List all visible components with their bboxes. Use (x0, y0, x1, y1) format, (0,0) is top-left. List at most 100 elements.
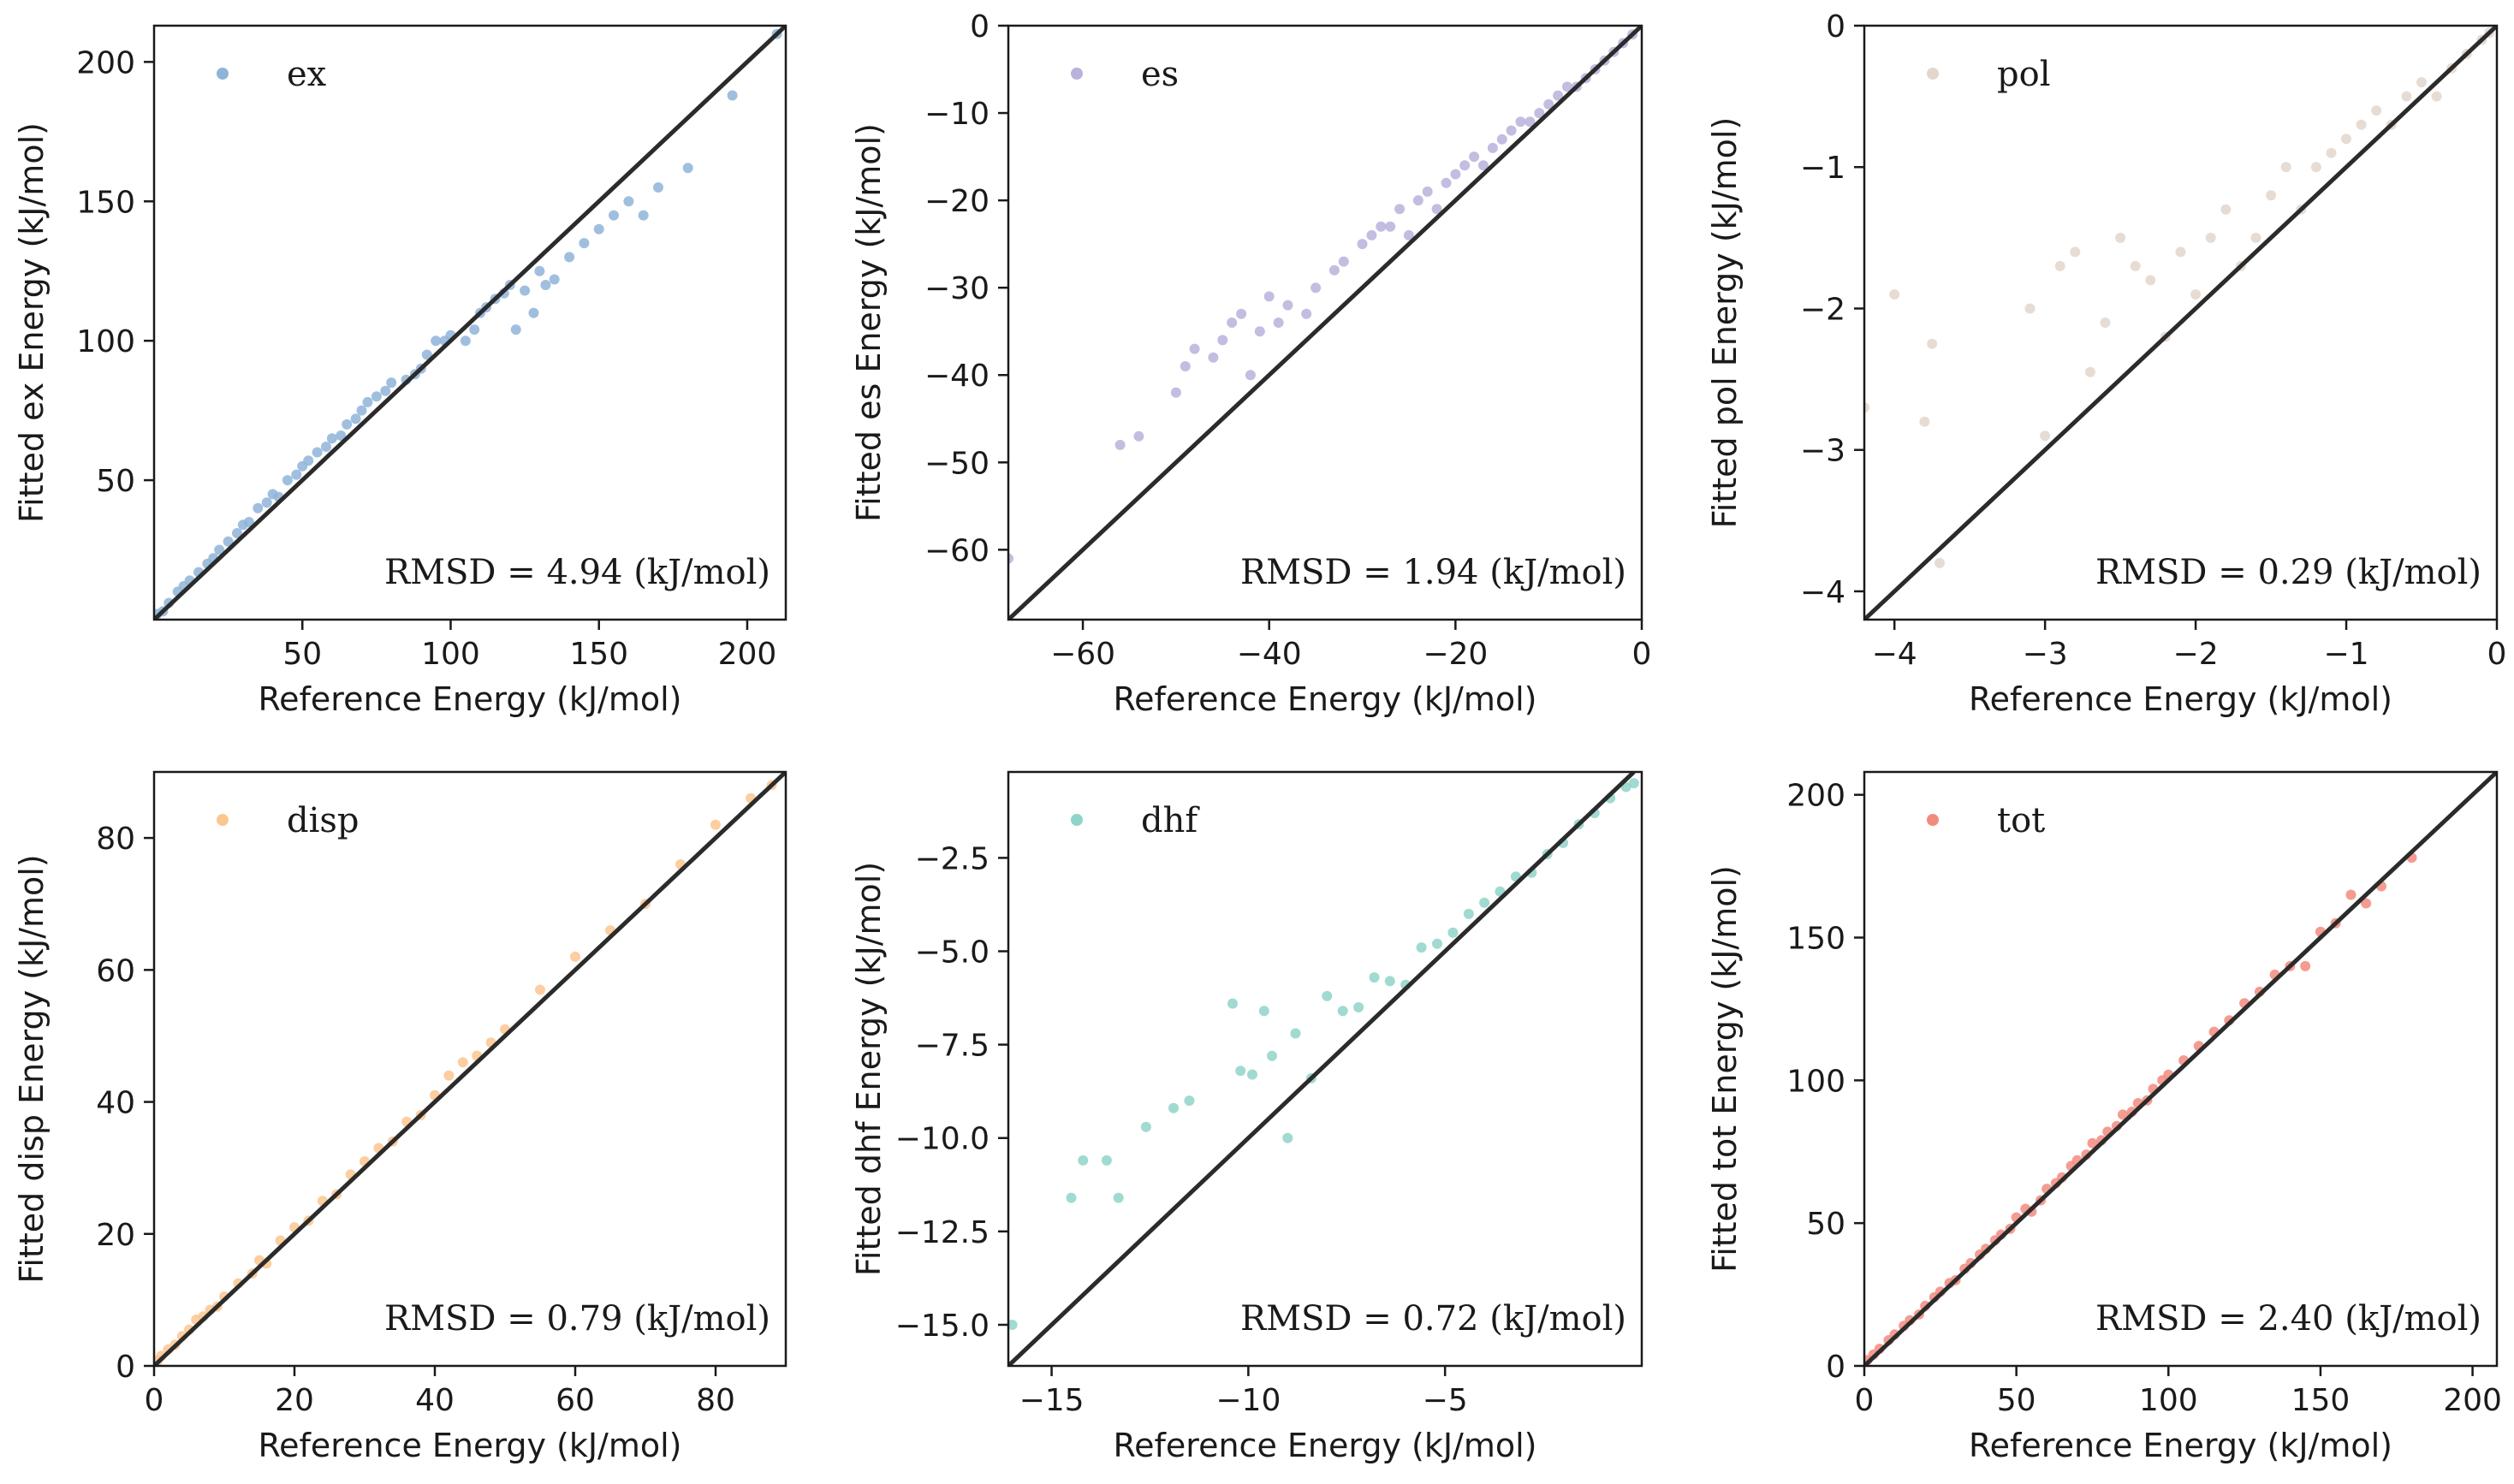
y-tick-label: 150 (1786, 922, 1845, 957)
legend-label: disp (287, 801, 360, 840)
rmsd-annotation: RMSD = 0.72 (kJ/mol) (1240, 1299, 1626, 1339)
data-point (1310, 282, 1322, 294)
data-point (535, 984, 545, 995)
panel-tot: 0 50 100 150 200 0 50 100 150 200 Reference Energy… (1706, 770, 2502, 1464)
data-point (460, 335, 471, 347)
panel-dhf: −15 −10 −5 −15.0 −12.5 −10.0 −7.5 −5.0 −2.5 Refer… (850, 770, 1643, 1464)
data-point (653, 182, 663, 193)
x-tick-label: 0 (1632, 637, 1652, 672)
data-point (2300, 960, 2311, 971)
data-point (380, 385, 391, 396)
x-tick-label: −2 (2173, 637, 2219, 672)
data-point (1170, 387, 1181, 398)
data-point (1927, 338, 1938, 349)
x-tick-label: 150 (2291, 1383, 2351, 1418)
y-tick-label: 0 (970, 9, 990, 45)
data-point (1394, 204, 1406, 215)
data-point (682, 163, 693, 174)
x-tick-label: −60 (1050, 637, 1115, 672)
panel-ex: 50 100 150 200 50 100 150 200 Reference Energy (… (13, 24, 787, 718)
data-point (2175, 246, 2186, 258)
data-point (2345, 889, 2357, 900)
identity-line (1008, 26, 1642, 620)
data-point (520, 285, 531, 296)
y-tick-label: −5.0 (915, 935, 990, 971)
points-dhf (1008, 778, 1639, 1330)
y-tick-label: −1 (1800, 151, 1845, 186)
legend-label: ex (287, 55, 327, 94)
data-point (457, 1057, 468, 1068)
data-point (2401, 91, 2412, 102)
axes-frame (1007, 24, 1643, 621)
data-point (1263, 291, 1275, 302)
y-tick-label: 100 (1786, 1064, 1845, 1099)
data-point (1919, 416, 1930, 427)
data-point (431, 335, 442, 347)
x-axis-label: Reference Energy (kJ/mol) (258, 1427, 681, 1464)
data-point (2115, 232, 2126, 243)
rmsd-annotation: RMSD = 4.94 (kJ/mol) (384, 553, 770, 592)
data-point (1628, 778, 1639, 789)
data-point (1140, 1121, 1151, 1132)
data-point (1208, 352, 1219, 363)
y-axis-label: Fitted pol Energy (kJ/mol) (1706, 117, 1744, 529)
data-point (1273, 318, 1284, 328)
data-point (350, 413, 361, 424)
data-point (321, 442, 331, 452)
legend-label: tot (1997, 801, 2045, 840)
data-point (1337, 1006, 1348, 1017)
data-point (443, 1070, 455, 1081)
data-point (223, 536, 234, 547)
data-point (1227, 998, 1238, 1009)
data-point (312, 447, 323, 458)
y-axis-label: Fitted ex Energy (kJ/mol) (13, 122, 51, 523)
data-point (1553, 90, 1564, 101)
data-point (326, 433, 337, 444)
data-point (1432, 938, 1442, 949)
rmsd-annotation: RMSD = 0.79 (kJ/mol) (384, 1299, 770, 1339)
legend-marker (217, 814, 229, 826)
data-point (2024, 303, 2036, 314)
data-point (1101, 1155, 1112, 1166)
data-point (2310, 162, 2321, 173)
y-tick-label: 100 (76, 324, 135, 359)
data-point (1506, 125, 1517, 136)
y-tick-label: 0 (1826, 9, 1845, 45)
rmsd-annotation: RMSD = 1.94 (kJ/mol) (1240, 553, 1626, 592)
data-point (1282, 1132, 1293, 1143)
y-tick-label: 0 (1826, 1350, 1845, 1385)
axes-frame (152, 24, 787, 621)
legend-label: pol (1997, 55, 2050, 94)
data-point (2361, 898, 2372, 909)
data-point (1267, 1050, 1277, 1061)
data-point (579, 238, 590, 249)
data-point (1258, 1006, 1269, 1017)
x-tick-label: −15 (1019, 1383, 1085, 1418)
legend-marker (1927, 814, 1939, 826)
points-pol (1864, 27, 2495, 568)
x-tick-label: 20 (275, 1383, 314, 1418)
data-point (1376, 221, 1387, 232)
data-point (2084, 366, 2095, 377)
y-axis-label: Fitted es Energy (kJ/mol) (850, 123, 888, 522)
identity-line (1008, 772, 1636, 1366)
x-tick-label: 0 (145, 1383, 164, 1418)
data-point (2205, 232, 2216, 243)
data-point (1412, 195, 1423, 206)
data-point (2356, 119, 2367, 130)
y-tick-label: 0 (116, 1350, 135, 1385)
data-point (2431, 91, 2442, 102)
data-point (1469, 151, 1480, 163)
y-tick-label: 50 (96, 464, 135, 499)
data-point (540, 280, 551, 290)
rmsd-annotation: RMSD = 2.40 (kJ/mol) (2095, 1299, 2481, 1339)
data-point (2416, 77, 2427, 88)
legend-label: es (1141, 55, 1179, 94)
x-axis-label: Reference Energy (kJ/mol) (1969, 680, 2392, 718)
x-tick-label: 50 (282, 637, 322, 672)
legend-marker (1071, 814, 1083, 826)
x-tick-label: 200 (718, 637, 777, 672)
data-point (1245, 370, 1256, 381)
data-point (1322, 990, 1333, 1001)
